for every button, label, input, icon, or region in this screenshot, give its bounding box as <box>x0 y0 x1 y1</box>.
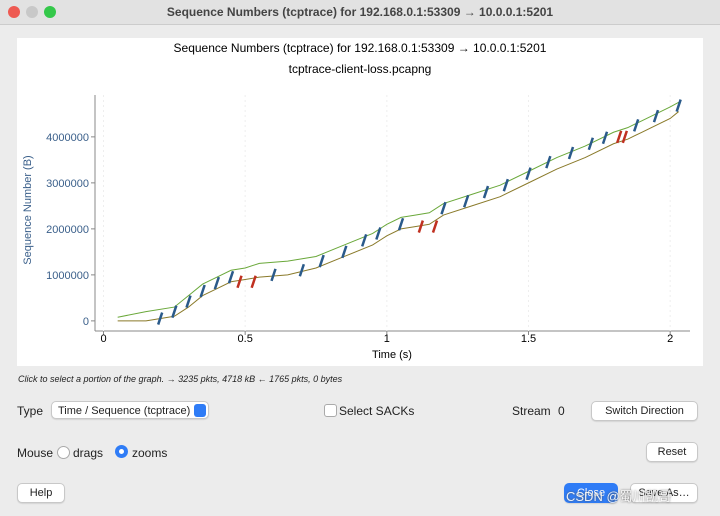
segment-mark <box>502 178 510 192</box>
zooms-radio[interactable] <box>115 445 128 458</box>
min-dot[interactable] <box>26 6 38 18</box>
segment-mark <box>227 270 235 284</box>
segment-mark <box>615 130 623 144</box>
type-select[interactable]: Time / Sequence (tcptrace) <box>51 401 209 419</box>
drags-label: drags <box>73 446 104 460</box>
save-as-button[interactable]: Save As… <box>630 483 698 503</box>
help-button[interactable]: Help <box>17 483 65 503</box>
drags-radio[interactable] <box>57 446 70 459</box>
sacks-label: Select SACKs <box>339 404 415 418</box>
sacks-checkbox[interactable] <box>324 404 337 417</box>
segment-mark <box>431 220 439 233</box>
y-tick-label: 4000000 <box>46 132 89 144</box>
x-tick-label: 0 <box>100 333 106 345</box>
stream-label: Stream <box>512 404 551 418</box>
segment-mark <box>156 312 164 325</box>
segment-mark <box>375 227 382 240</box>
segment-mark <box>545 155 552 169</box>
segment-mark <box>171 305 178 319</box>
x-tick-label: 1.5 <box>521 333 536 345</box>
y-tick-label: 0 <box>83 316 89 328</box>
y-tick-label: 2000000 <box>46 224 89 236</box>
y-axis-label: Sequence Number (B) <box>22 155 34 264</box>
segment-mark <box>440 201 447 215</box>
segment-mark <box>397 217 405 231</box>
graph-title: Sequence Numbers (tcptrace) for 192.168.… <box>174 41 547 55</box>
segment-mark <box>482 185 490 199</box>
segment-mark <box>525 167 532 181</box>
x-axis-label: Time (s) <box>372 349 412 361</box>
segment-mark <box>417 220 425 233</box>
window-title: Sequence Numbers (tcptrace) for 192.168.… <box>166 5 554 19</box>
segment-mark <box>462 194 470 208</box>
segment-mark <box>675 99 682 112</box>
seq-line <box>117 101 679 318</box>
x-tick-label: 1 <box>384 333 390 345</box>
x-tick-label: 0.5 <box>238 333 253 345</box>
segment-mark <box>360 233 368 247</box>
segment-mark <box>250 275 257 289</box>
segment-mark <box>199 284 206 298</box>
graph-subtitle: tcptrace-client-loss.pcapng <box>289 62 432 76</box>
segment-mark <box>270 268 277 282</box>
status-text: Click to select a portion of the graph. … <box>18 374 343 384</box>
type-value: Time / Sequence (tcptrace) <box>58 405 191 417</box>
mouse-label: Mouse <box>17 446 54 460</box>
zooms-label: zooms <box>132 446 168 460</box>
segment-mark <box>632 118 640 132</box>
segment-mark <box>213 276 221 290</box>
title-bar: Sequence Numbers (tcptrace) for 192.168.… <box>0 0 720 25</box>
segment-mark <box>341 245 348 259</box>
watermark: CSDN @蜀川凯哥 <box>566 489 672 504</box>
seq-line <box>117 111 679 322</box>
y-tick-label: 3000000 <box>46 178 89 190</box>
close-button[interactable]: Close <box>564 483 618 503</box>
segment-mark <box>318 254 325 268</box>
segment-mark <box>621 130 629 144</box>
stream-value[interactable]: 0 <box>558 404 565 418</box>
segment-mark <box>236 275 243 289</box>
switch-direction-button[interactable]: Switch Direction <box>591 401 698 421</box>
graph[interactable]: Sequence Numbers (tcptrace) for 192.168.… <box>17 38 703 366</box>
segment-mark <box>185 295 192 308</box>
segment-mark <box>652 109 660 123</box>
segment-mark <box>567 146 575 160</box>
x-tick-label: 2 <box>667 333 673 345</box>
close-dot[interactable] <box>8 6 20 18</box>
type-label: Type <box>17 404 44 418</box>
max-dot[interactable] <box>44 6 56 18</box>
graph-panel <box>17 38 703 366</box>
segment-mark <box>601 131 609 145</box>
y-tick-label: 1000000 <box>46 270 89 282</box>
reset-button[interactable]: Reset <box>646 442 698 462</box>
segment-mark <box>298 263 306 277</box>
segment-mark <box>587 137 595 151</box>
